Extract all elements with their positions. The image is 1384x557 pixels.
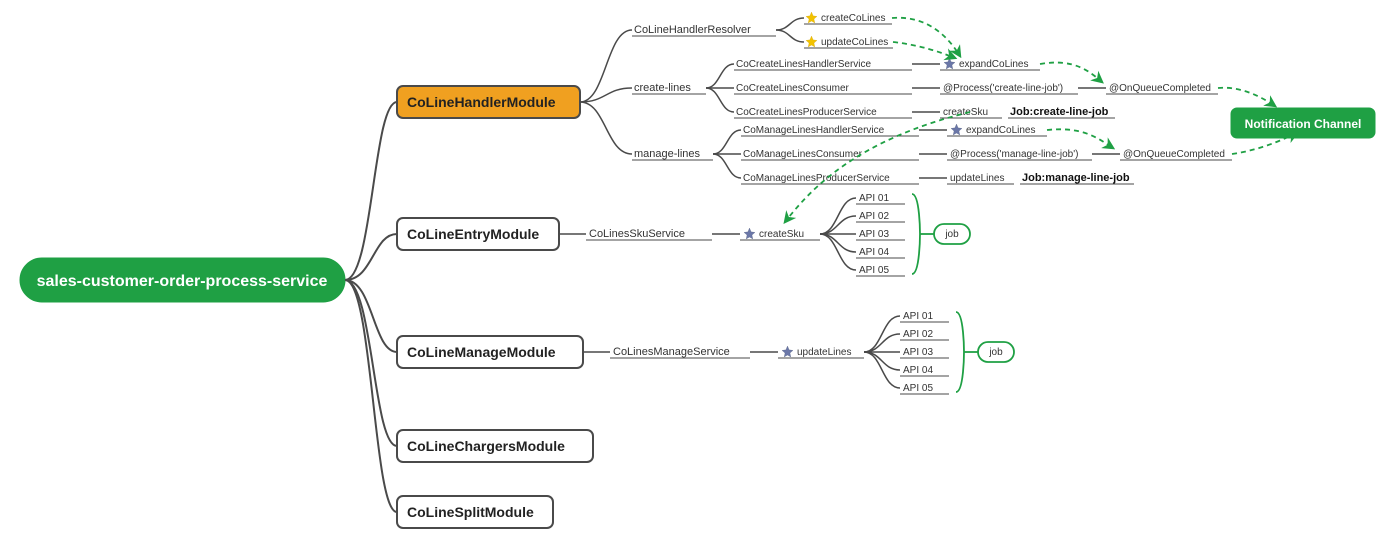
job-pill: job bbox=[988, 347, 1003, 358]
svg-text:API 03: API 03 bbox=[859, 229, 889, 240]
svg-text:expandCoLines: expandCoLines bbox=[966, 125, 1036, 136]
svg-text:CoManageLinesHandlerService: CoManageLinesHandlerService bbox=[743, 125, 885, 136]
svg-text:updateLines: updateLines bbox=[950, 173, 1005, 184]
svg-text:CoLineChargersModule: CoLineChargersModule bbox=[407, 438, 565, 454]
star-icon bbox=[744, 228, 755, 239]
star-icon bbox=[782, 346, 793, 357]
svg-text:API 01: API 01 bbox=[903, 311, 933, 322]
svg-text:CoLineHandlerModule: CoLineHandlerModule bbox=[407, 94, 556, 110]
svg-text:CoManageLinesProducerService: CoManageLinesProducerService bbox=[743, 173, 890, 184]
svg-text:CoLineEntryModule: CoLineEntryModule bbox=[407, 226, 539, 242]
job-pill: job bbox=[944, 229, 959, 240]
svg-text:CoCreateLinesConsumer: CoCreateLinesConsumer bbox=[736, 83, 850, 94]
svg-text:expandCoLines: expandCoLines bbox=[959, 59, 1029, 70]
root-label: sales-customer-order-process-service bbox=[37, 273, 328, 290]
updateLines-method: updateLines bbox=[797, 347, 852, 358]
svg-text:API 04: API 04 bbox=[903, 365, 933, 376]
svg-text:@Process('manage-line-job'): @Process('manage-line-job') bbox=[950, 149, 1078, 160]
svg-text:CoLineSplitModule: CoLineSplitModule bbox=[407, 504, 534, 520]
resolver-label: CoLineHandlerResolver bbox=[634, 24, 751, 36]
svg-text:API 02: API 02 bbox=[859, 211, 889, 222]
module-handler: CoLineHandlerModule bbox=[397, 86, 580, 118]
root-node: sales-customer-order-process-service bbox=[20, 258, 345, 302]
svg-text:@OnQueueCompleted: @OnQueueCompleted bbox=[1109, 83, 1211, 94]
svg-text:CoCreateLinesHandlerService: CoCreateLinesHandlerService bbox=[736, 59, 872, 70]
module-manage: CoLineManageModule bbox=[397, 336, 583, 368]
svg-text:API 02: API 02 bbox=[903, 329, 933, 340]
colinesku-service: CoLinesSkuService bbox=[589, 228, 685, 240]
svg-text:API 03: API 03 bbox=[903, 347, 933, 358]
svg-text:Job:create-line-job: Job:create-line-job bbox=[1010, 106, 1109, 118]
createCoLines: createCoLines bbox=[821, 13, 885, 24]
create-lines-label: create-lines bbox=[634, 82, 691, 94]
notification-channel: Notification Channel bbox=[1231, 108, 1375, 138]
svg-text:@OnQueueCompleted: @OnQueueCompleted bbox=[1123, 149, 1225, 160]
svg-text:CoManageLinesConsumer: CoManageLinesConsumer bbox=[743, 149, 863, 160]
svg-text:Notification Channel: Notification Channel bbox=[1245, 117, 1362, 131]
svg-text:Job:manage-line-job: Job:manage-line-job bbox=[1022, 172, 1130, 184]
module-chargers: CoLineChargersModule bbox=[397, 430, 593, 462]
svg-text:API 05: API 05 bbox=[859, 265, 889, 276]
svg-text:API 05: API 05 bbox=[903, 383, 933, 394]
svg-text:CoCreateLinesProducerService: CoCreateLinesProducerService bbox=[736, 107, 877, 118]
diagram-canvas: sales-customer-order-process-service CoL… bbox=[0, 0, 1384, 557]
svg-text:API 04: API 04 bbox=[859, 247, 889, 258]
colinesmanage-service: CoLinesManageService bbox=[613, 346, 730, 358]
svg-text:API 01: API 01 bbox=[859, 193, 889, 204]
star-icon bbox=[806, 36, 817, 47]
module-entry: CoLineEntryModule bbox=[397, 218, 559, 250]
star-icon bbox=[944, 58, 955, 69]
svg-text:@Process('create-line-job'): @Process('create-line-job') bbox=[943, 83, 1063, 94]
createSku-method: createSku bbox=[759, 229, 804, 240]
manage-lines-label: manage-lines bbox=[634, 148, 701, 160]
updateCoLines: updateCoLines bbox=[821, 37, 888, 48]
star-icon bbox=[806, 12, 817, 23]
svg-text:CoLineManageModule: CoLineManageModule bbox=[407, 344, 556, 360]
module-split: CoLineSplitModule bbox=[397, 496, 553, 528]
star-icon bbox=[951, 124, 962, 135]
